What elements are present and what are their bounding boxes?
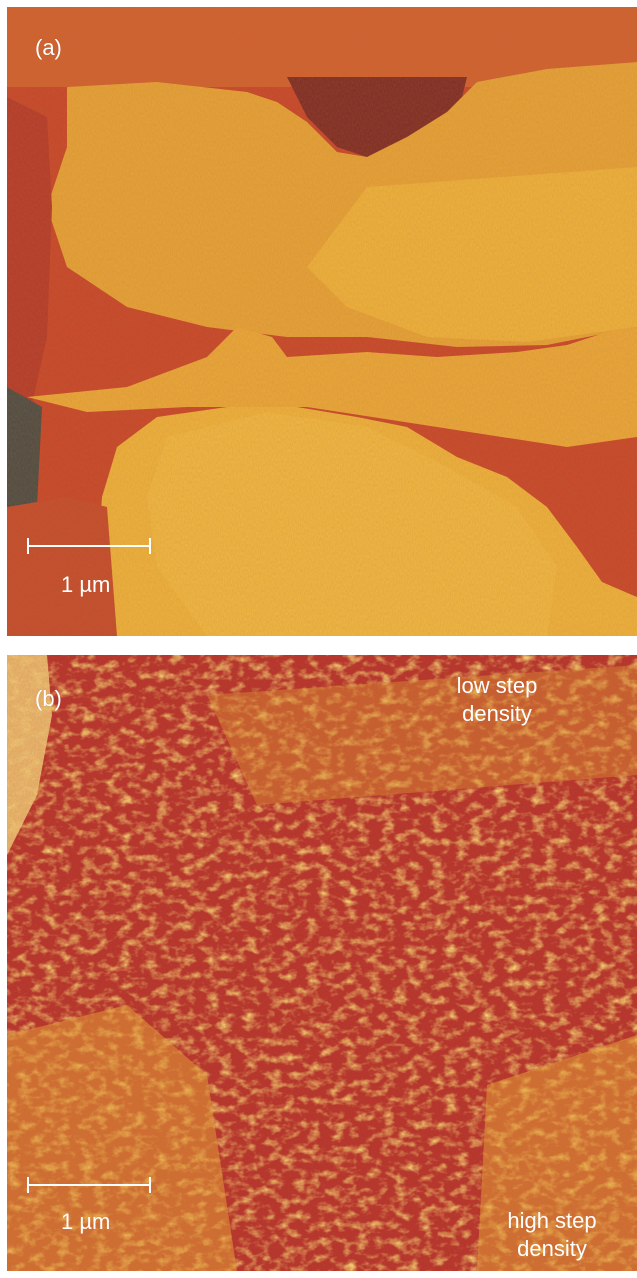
annotation-low-line2: density (462, 701, 532, 726)
scale-bar-label-b: 1 µm (61, 1209, 111, 1234)
afm-image-panel-b: (b) low step density 1 µm high step dens… (7, 655, 637, 1271)
scale-bar-a (27, 538, 151, 554)
annotation-low-step-density: low step density (427, 672, 567, 728)
annotation-high-line2: density (517, 1236, 587, 1261)
afm-terrace-image-a (7, 7, 637, 636)
afm-image-panel-a: (a) 1 µm (7, 7, 637, 636)
afm-step-image-b (7, 655, 637, 1271)
scale-bar-label-a: 1 µm (61, 572, 111, 597)
annotation-high-step-density: high step density (477, 1207, 627, 1263)
panel-label-a: (a) (35, 35, 62, 60)
panel-label-b: (b) (35, 686, 62, 711)
scale-bar-b (27, 1177, 151, 1193)
annotation-high-line1: high step (507, 1208, 597, 1233)
annotation-low-line1: low step (456, 673, 538, 698)
